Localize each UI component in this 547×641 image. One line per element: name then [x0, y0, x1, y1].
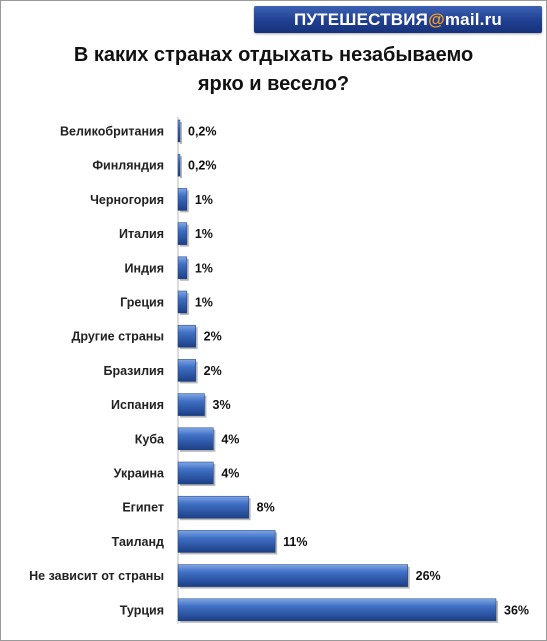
- bar: [177, 530, 276, 553]
- category-label: Куба: [135, 432, 165, 446]
- bar: [177, 324, 196, 348]
- value-label: 8%: [257, 501, 275, 515]
- category-label: Испания: [111, 398, 164, 412]
- category-label: Другие страны: [71, 330, 164, 344]
- value-label: 1%: [195, 227, 213, 241]
- value-label: 11%: [283, 535, 307, 549]
- bar-shadow: [180, 156, 182, 179]
- category-label: Греция: [120, 296, 164, 310]
- bar: [177, 564, 408, 587]
- bar: [177, 359, 196, 382]
- bar-shadow: [180, 122, 182, 144]
- logo-main-text: ПУТЕШЕСТВИЯ: [293, 9, 429, 29]
- bar: [177, 153, 181, 177]
- bar: [177, 598, 497, 622]
- category-label: Великобритания: [60, 125, 164, 139]
- value-label: 4%: [221, 432, 239, 446]
- value-label: 1%: [195, 261, 213, 275]
- bar: [177, 495, 249, 519]
- category-label: Черногория: [90, 193, 164, 207]
- logo-domain-text: mail.ru: [444, 9, 502, 29]
- value-label: 1%: [195, 296, 213, 310]
- category-label: Индия: [125, 261, 164, 275]
- bar: [177, 256, 188, 280]
- bar: [177, 290, 188, 314]
- value-label: 3%: [213, 398, 231, 412]
- category-label: Украина: [114, 467, 165, 481]
- category-label: Бразилия: [103, 364, 164, 378]
- value-label: 0,2%: [188, 159, 217, 173]
- logo-at-sign: @: [428, 9, 445, 29]
- value-label: 0,2%: [188, 125, 217, 139]
- category-label: Италия: [119, 227, 164, 241]
- bar: [177, 222, 188, 245]
- value-label: 2%: [204, 330, 222, 344]
- value-label: 2%: [204, 364, 222, 378]
- travel-mail-logo[interactable]: ПУТЕШЕСТВИЯ @ mail.ru: [254, 6, 542, 33]
- value-label: 4%: [221, 467, 239, 481]
- bar: [177, 461, 214, 485]
- category-label: Не зависит от страны: [29, 569, 164, 583]
- category-label: Таиланд: [112, 535, 164, 549]
- value-label: 26%: [416, 569, 441, 583]
- value-label: 36%: [504, 603, 529, 617]
- chart-title-line-1: В каких странах отдыхать незабываемо: [73, 44, 474, 66]
- category-label: Финляндия: [92, 159, 164, 173]
- chart-title: В каких странах отдыхать незабываемо ярк…: [1, 41, 546, 99]
- chart-title-line-2: ярко и весело?: [197, 73, 350, 95]
- value-label: 1%: [195, 193, 213, 207]
- bar: [177, 393, 205, 416]
- category-label: Египет: [122, 501, 164, 515]
- bars-group: Великобритания 0,2% Финляндия 0,2% Черногори…: [29, 117, 529, 624]
- category-label: Турция: [120, 603, 164, 617]
- bar: [177, 188, 188, 211]
- bar: [177, 119, 181, 143]
- bar: [177, 427, 214, 451]
